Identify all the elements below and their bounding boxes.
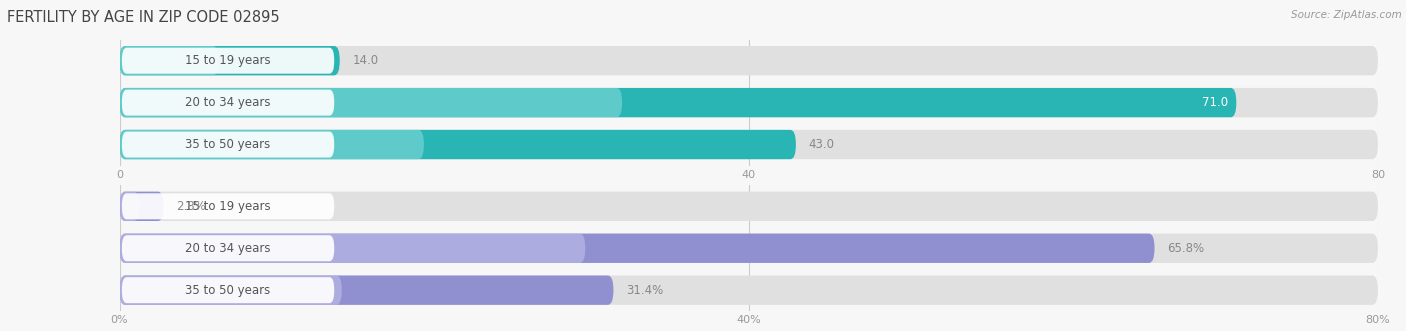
Text: 43.0: 43.0 <box>808 138 835 151</box>
Text: 20 to 34 years: 20 to 34 years <box>186 242 271 255</box>
FancyBboxPatch shape <box>120 88 621 117</box>
FancyBboxPatch shape <box>120 275 613 305</box>
FancyBboxPatch shape <box>120 130 423 159</box>
FancyBboxPatch shape <box>122 90 335 116</box>
Text: 2.8%: 2.8% <box>176 200 205 213</box>
FancyBboxPatch shape <box>122 131 335 158</box>
FancyBboxPatch shape <box>120 192 163 221</box>
Text: 14.0: 14.0 <box>353 54 378 67</box>
Text: 65.8%: 65.8% <box>1167 242 1204 255</box>
Text: 35 to 50 years: 35 to 50 years <box>186 284 271 297</box>
FancyBboxPatch shape <box>122 235 335 261</box>
Text: 71.0: 71.0 <box>1202 96 1229 109</box>
FancyBboxPatch shape <box>120 192 139 221</box>
Text: Source: ZipAtlas.com: Source: ZipAtlas.com <box>1291 10 1402 20</box>
FancyBboxPatch shape <box>120 46 340 75</box>
FancyBboxPatch shape <box>120 234 585 263</box>
FancyBboxPatch shape <box>120 234 1154 263</box>
FancyBboxPatch shape <box>120 88 1236 117</box>
Text: 31.4%: 31.4% <box>626 284 664 297</box>
Text: 35 to 50 years: 35 to 50 years <box>186 138 271 151</box>
FancyBboxPatch shape <box>120 46 218 75</box>
Text: 15 to 19 years: 15 to 19 years <box>186 54 271 67</box>
FancyBboxPatch shape <box>120 234 1378 263</box>
Text: 15 to 19 years: 15 to 19 years <box>186 200 271 213</box>
FancyBboxPatch shape <box>120 192 1378 221</box>
FancyBboxPatch shape <box>120 275 342 305</box>
FancyBboxPatch shape <box>120 130 796 159</box>
Text: FERTILITY BY AGE IN ZIP CODE 02895: FERTILITY BY AGE IN ZIP CODE 02895 <box>7 10 280 25</box>
FancyBboxPatch shape <box>120 88 1378 117</box>
FancyBboxPatch shape <box>122 48 335 74</box>
FancyBboxPatch shape <box>122 193 335 219</box>
FancyBboxPatch shape <box>120 130 1378 159</box>
FancyBboxPatch shape <box>120 46 1378 75</box>
FancyBboxPatch shape <box>120 275 1378 305</box>
FancyBboxPatch shape <box>122 277 335 303</box>
Text: 20 to 34 years: 20 to 34 years <box>186 96 271 109</box>
